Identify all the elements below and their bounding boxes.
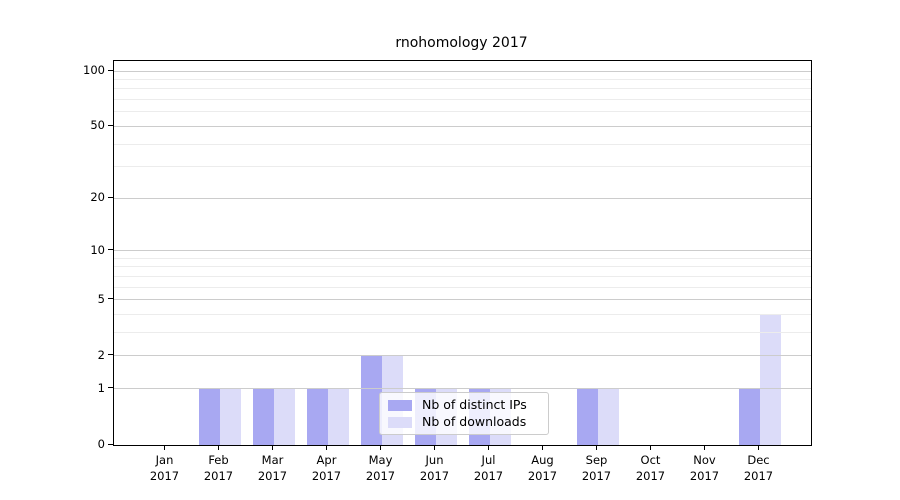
legend-entry-distinct-ips: Nb of distinct IPs [388,398,540,412]
x-tick-label: Mar 2017 [257,453,288,483]
x-tick-mark [380,445,381,450]
chart-title: rnohomology 2017 [395,35,528,51]
x-tick-label: Aug 2017 [527,453,558,483]
y-tick-label: 1 [97,380,105,395]
gridline-major [114,355,811,357]
x-tick-label: Oct 2017 [635,453,666,483]
gridline-minor [114,314,811,316]
gridline-minor [114,286,811,288]
gridline-minor [114,111,811,113]
y-tick-mark [108,249,113,251]
legend-swatch-downloads [388,416,412,428]
gridline-minor [114,143,811,145]
gridline-minor [114,166,811,168]
legend-label-downloads: Nb of downloads [422,414,527,429]
bar-distinct-ips [738,388,760,445]
bar-distinct-ips [198,388,220,445]
gridline-major [114,388,811,390]
gridline-minor [114,275,811,277]
gridline-major [114,299,811,301]
x-tick-mark [758,445,759,450]
x-tick-label: May 2017 [365,453,396,483]
x-tick-label: Jan 2017 [149,453,180,483]
gridline-minor [114,332,811,334]
y-tick-mark [108,124,113,126]
gridline-minor [114,266,811,268]
gridline-minor [114,88,811,90]
y-tick-label: 2 [97,347,105,362]
x-tick-mark [164,445,165,450]
x-tick-mark [704,445,705,450]
y-tick-label: 20 [90,190,105,205]
legend-swatch-distinct-ips [388,399,412,411]
x-tick-label: Dec 2017 [743,453,774,483]
y-tick-mark [108,354,113,356]
x-tick-label: Feb 2017 [203,453,234,483]
gridline-minor [114,257,811,259]
x-tick-mark [596,445,597,450]
bar-downloads [759,314,781,445]
bar-distinct-ips [252,388,274,445]
x-tick-mark [650,445,651,450]
y-tick-mark [108,387,113,389]
y-tick-mark [108,69,113,71]
x-tick-label: Apr 2017 [311,453,342,483]
plot-area: Nb of distinct IPs Nb of downloads [113,60,812,446]
y-tick-label: 50 [90,118,105,133]
bar-distinct-ips [576,388,598,445]
x-tick-label: Jul 2017 [473,453,504,483]
bar-downloads [327,388,349,445]
x-tick-mark [542,445,543,450]
bar-distinct-ips [360,355,382,445]
y-tick-mark [108,196,113,198]
x-tick-mark [488,445,489,450]
legend: Nb of distinct IPs Nb of downloads [379,392,549,435]
bar-downloads [597,388,619,445]
y-tick-mark [108,443,113,445]
x-tick-mark [272,445,273,450]
bar-distinct-ips [306,388,328,445]
gridline-major [114,125,811,127]
bar-downloads [219,388,241,445]
x-tick-label: Jun 2017 [419,453,450,483]
x-tick-mark [434,445,435,450]
x-tick-label: Nov 2017 [689,453,720,483]
bar-downloads [273,388,295,445]
gridline-major [114,70,811,72]
gridline-minor [114,78,811,80]
y-tick-mark [108,298,113,300]
y-tick-label: 100 [83,63,105,77]
legend-label-distinct-ips: Nb of distinct IPs [422,397,527,412]
legend-entry-downloads: Nb of downloads [388,415,540,429]
y-tick-label: 0 [97,437,105,451]
x-tick-mark [326,445,327,450]
gridline-minor [114,99,811,101]
gridline-major [114,250,811,252]
y-tick-label: 10 [90,242,105,257]
x-tick-mark [218,445,219,450]
x-tick-label: Sep 2017 [581,453,612,483]
y-tick-label: 5 [97,291,105,306]
gridline-major [114,197,811,199]
